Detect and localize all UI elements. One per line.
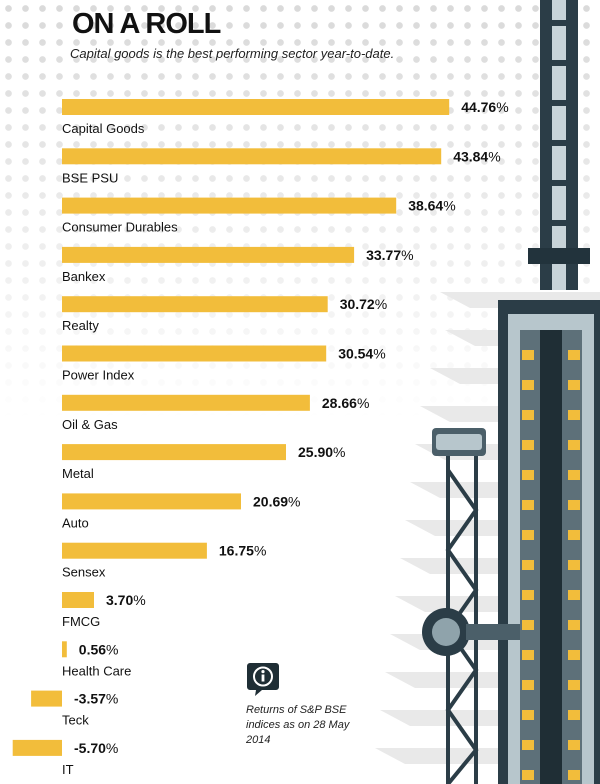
bar-value-label: 28.66% [322, 395, 370, 411]
category-label: Power Index [62, 368, 135, 383]
bar-value-label: -5.70% [74, 740, 118, 756]
bar-value-label: 0.56% [79, 641, 119, 657]
bar-realty [62, 296, 328, 313]
bar-sensex [62, 542, 207, 559]
bar-bse-psu [62, 148, 442, 165]
bar-value-label: 16.75% [219, 543, 267, 559]
bar-metal [62, 444, 286, 461]
category-label: FMCG [62, 614, 100, 629]
category-label: Realty [62, 318, 99, 333]
chart-subtitle: Capital goods is the best performing sec… [70, 46, 395, 61]
bar-bankex [62, 246, 355, 263]
bar-power-index [62, 345, 327, 362]
category-label: Capital Goods [62, 121, 145, 136]
category-label: BSE PSU [62, 170, 118, 185]
category-label: Sensex [62, 565, 106, 580]
data-source-note: Returns of S&P BSE indices as on 28 May … [246, 704, 350, 746]
bar-value-label: -3.57% [74, 691, 118, 707]
bar-health-care [62, 641, 67, 658]
bar-value-label: 20.69% [253, 493, 301, 509]
bar-value-label: 3.70% [106, 592, 146, 608]
bar-capital-goods [62, 99, 450, 115]
category-label: Health Care [62, 663, 131, 678]
category-label: Teck [62, 713, 89, 728]
category-label: Auto [62, 515, 89, 530]
category-label: Consumer Durables [62, 220, 178, 235]
bar-value-label: 33.77% [366, 247, 414, 263]
category-label: IT [62, 762, 74, 777]
category-label: Bankex [62, 269, 106, 284]
info-icon [247, 663, 279, 696]
chart-title: ON A ROLL [72, 8, 221, 40]
category-label: Oil & Gas [62, 417, 118, 432]
bar-value-label: 43.84% [453, 148, 501, 164]
bar-oil-gas [62, 394, 310, 411]
bar-value-label: 44.76% [461, 99, 509, 115]
bar-fmcg [62, 592, 94, 608]
bar-teck [31, 690, 62, 707]
category-label: Metal [62, 466, 94, 481]
bar-value-label: 30.72% [340, 296, 388, 312]
bar-value-label: 25.90% [298, 444, 346, 460]
bar-auto [62, 493, 241, 510]
bar-it [12, 739, 62, 756]
bar-value-label: 30.54% [338, 346, 386, 362]
bar-consumer-durables [62, 197, 397, 214]
bar-value-label: 38.64% [408, 198, 456, 214]
